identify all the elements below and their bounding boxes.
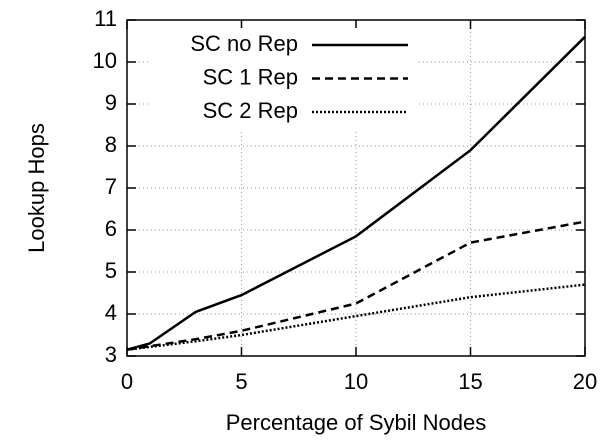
x-tick-label: 10 — [344, 369, 368, 394]
legend-label: SC 2 Rep — [203, 98, 298, 123]
y-axis-label: Lookup Hops — [24, 123, 49, 253]
legend-label: SC no Rep — [190, 31, 298, 56]
series-line — [126, 35, 586, 351]
y-tick-label: 9 — [105, 90, 117, 115]
y-tick-label: 11 — [94, 6, 117, 31]
y-tick-label: 7 — [105, 174, 117, 199]
legend-label: SC 1 Rep — [203, 64, 298, 89]
series-line — [126, 220, 586, 351]
y-tick-label: 6 — [105, 216, 117, 241]
y-tick-label: 3 — [105, 342, 117, 367]
x-tick-label: 20 — [573, 369, 597, 394]
x-axis-label: Percentage of Sybil Nodes — [226, 410, 487, 435]
y-tick-label: 8 — [105, 132, 117, 157]
x-tick-label: 15 — [458, 369, 482, 394]
y-tick-label: 5 — [105, 258, 117, 283]
series-line — [126, 283, 586, 351]
x-tick-label: 5 — [235, 369, 247, 394]
x-tick-label: 0 — [121, 369, 133, 394]
plot-frame — [126, 19, 586, 357]
y-tick-label: 10 — [93, 48, 117, 73]
y-tick-label: 4 — [105, 300, 117, 325]
